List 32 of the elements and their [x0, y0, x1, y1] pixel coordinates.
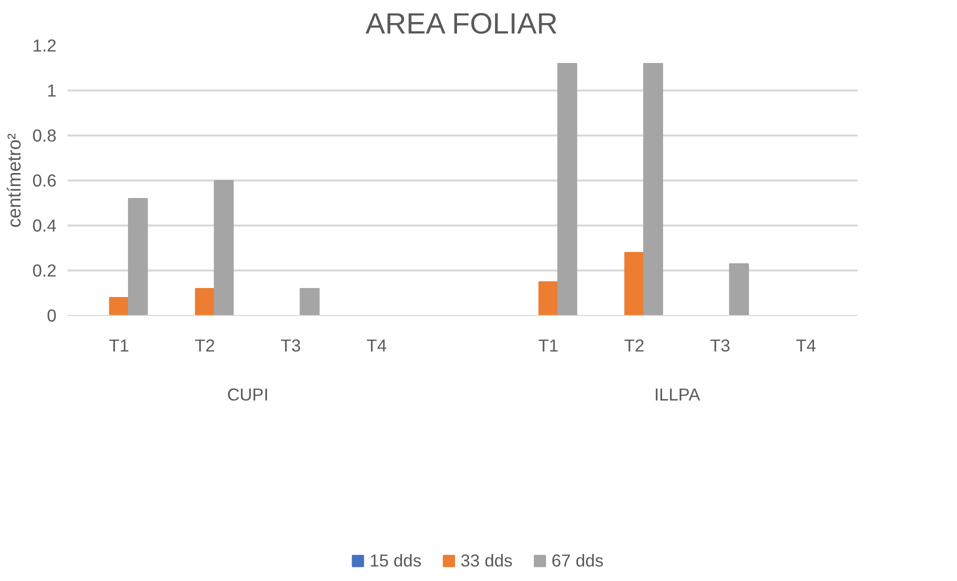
- y-tick-label: 0.8: [32, 126, 57, 146]
- x-tick-label: T3: [710, 336, 730, 356]
- x-tick-label: T2: [194, 336, 216, 356]
- bar: [643, 63, 664, 316]
- legend-label: 67 dds: [552, 550, 604, 572]
- y-tick-label: 1: [46, 80, 57, 100]
- x-tick-label: T4: [366, 336, 388, 356]
- legend-label: 33 dds: [460, 550, 513, 572]
- bar: [557, 63, 578, 316]
- x-tick-label: T2: [624, 336, 644, 356]
- chart-title: AREA FOLIAR: [366, 8, 558, 40]
- bar: [128, 198, 148, 316]
- x-tick-label: T4: [796, 336, 816, 356]
- y-tick-label: 0.4: [32, 216, 57, 236]
- bar: [538, 281, 558, 316]
- legend-label: 15 dds: [369, 550, 422, 572]
- y-tick-label: 1.2: [32, 36, 57, 56]
- bar: [729, 263, 749, 316]
- x-tick-label: T1: [538, 336, 558, 356]
- bar: [300, 288, 320, 316]
- text: ILLPA: [654, 384, 701, 404]
- x-tick-label: T3: [280, 336, 301, 356]
- bar: [109, 297, 129, 316]
- x-tick-label: T1: [108, 336, 130, 356]
- y-tick-label: 0.2: [32, 260, 57, 280]
- bar: [214, 180, 234, 316]
- bar: [624, 252, 644, 316]
- y-tick-label: 0: [46, 306, 57, 326]
- y-axis-title: centímetro²: [3, 133, 24, 228]
- y-tick-label: 0.6: [32, 170, 57, 190]
- text: CUPI: [227, 384, 269, 404]
- bar: [194, 288, 215, 316]
